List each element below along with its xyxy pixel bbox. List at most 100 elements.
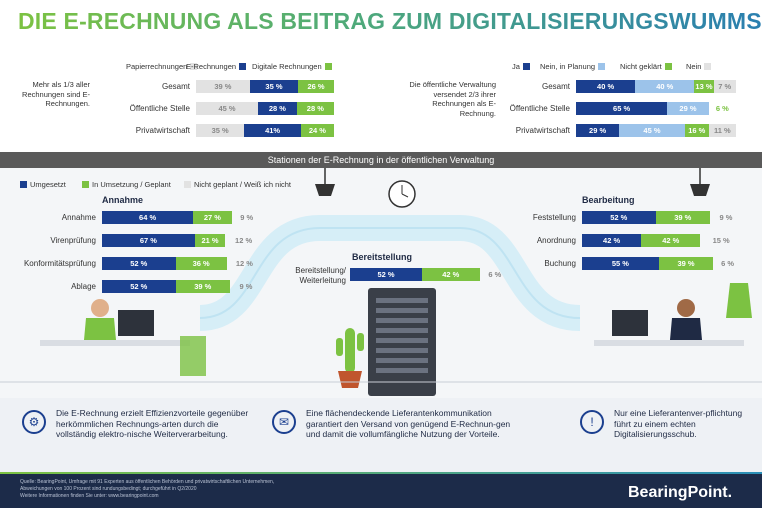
legend-erechnung: E-Rechnungen	[186, 62, 247, 71]
seg-digital: 24 %	[300, 124, 334, 137]
row-label: Gesamt	[161, 82, 190, 91]
seg-geplant: 39 %	[658, 257, 714, 270]
row-label: Annahme	[61, 213, 96, 222]
seg-planung: 40 %	[635, 80, 695, 93]
seg-geklaert: 13 %	[694, 80, 714, 93]
bar-oeffentlich: 45 % 28 % 28 %	[196, 102, 334, 115]
note-left: Mehr als 1/3 aller Rechnungen sind E-Rec…	[22, 80, 90, 108]
legend-nein: Nein	[686, 62, 712, 71]
seg-erechnung: 35 %	[249, 80, 299, 93]
bar-feststellung: 52 % 39 % 9 %	[582, 211, 742, 224]
seg-papier: 39 %	[196, 80, 250, 93]
takeaways-panel	[0, 398, 762, 472]
seg-papier: 35 %	[196, 124, 245, 137]
legend-digital: Digitale Rechnungen	[252, 62, 332, 71]
seg-umgesetzt: 52 %	[582, 211, 656, 224]
bar-gesamt-r: 40 % 40 % 13 % 7 %	[576, 80, 736, 93]
row-label: Buchung	[544, 259, 576, 268]
footer	[0, 474, 762, 508]
row-label: Virenprüfung	[50, 236, 96, 245]
seg-umgesetzt: 42 %	[582, 234, 642, 247]
bereitstellung-title: Bereitstellung	[352, 252, 413, 262]
footer-source-2: Abweichungen von 100 Prozent sind rundun…	[20, 486, 197, 492]
lightbulb-icon: !	[580, 410, 604, 434]
seg-nicht: 6 %	[488, 270, 502, 279]
seg-papier: 45 %	[196, 102, 259, 115]
bar-buchung: 55 % 39 % 6 %	[582, 257, 742, 270]
legend-geklaert: Nicht geklärt	[620, 62, 672, 71]
seg-umgesetzt: 55 %	[582, 257, 659, 270]
footer-accent	[0, 472, 762, 475]
seg-geplant: 36 %	[175, 257, 227, 270]
row-label: Bereitstellung/ Weiterleitung	[295, 266, 346, 285]
section-band: Stationen der E-Rechnung in der öffentli…	[0, 152, 762, 168]
handshake-icon: ✉	[272, 410, 296, 434]
row-label: Anordnung	[536, 236, 576, 245]
bar-ablage: 52 % 39 % 9 %	[102, 280, 262, 293]
seg-umgesetzt: 52 %	[102, 257, 176, 270]
row-label: Feststellung	[532, 213, 576, 222]
legend-papier: Papierrechnungen	[126, 62, 198, 71]
footer-source: Quelle: BearingPoint, Umfrage mit 91 Exp…	[20, 479, 275, 485]
bar-bereitstellung: 52 % 42 % 6 %	[350, 268, 510, 281]
bar-viren: 67 % 21 % 12 %	[102, 234, 262, 247]
seg-nicht: 6 %	[721, 259, 735, 268]
legend-umsetzung: In Umsetzung / Geplant	[82, 180, 171, 189]
legend-umgesetzt: Umgesetzt	[20, 180, 66, 189]
seg-nicht: 12 %	[235, 259, 253, 268]
footer-more: Weitere Informationen finden Sie unter: …	[20, 493, 159, 499]
seg-umgesetzt: 52 %	[102, 280, 176, 293]
bar-gesamt: 39 % 35 % 26 %	[196, 80, 334, 93]
row-label: Ablage	[71, 282, 96, 291]
seg-geplant: 21 %	[194, 234, 226, 247]
seg-digital: 26 %	[298, 80, 334, 93]
seg-ja: 40 %	[576, 80, 636, 93]
bar-anordnung: 42 % 42 % 15 %	[582, 234, 742, 247]
seg-nicht: 12 %	[235, 236, 253, 245]
row-label: Gesamt	[541, 82, 570, 91]
seg-nicht: 9 %	[719, 213, 733, 222]
bar-konformitaet: 52 % 36 % 12 %	[102, 257, 262, 270]
seg-geplant: 42 %	[641, 234, 701, 247]
seg-geplant: 39 %	[175, 280, 230, 293]
row-label: Privatwirtschaft	[135, 126, 190, 135]
seg-umgesetzt: 64 %	[102, 211, 194, 224]
row-label: Privatwirtschaft	[515, 126, 570, 135]
seg-digital: 28 %	[296, 102, 334, 115]
seg-nicht: 15 %	[712, 236, 730, 245]
row-label: Öffentliche Stelle	[509, 104, 570, 113]
row-label: Öffentliche Stelle	[129, 104, 190, 113]
bearbeitung-title: Bearbeitung	[582, 195, 635, 205]
bar-oeffentlich-r: 65 % 29 % 6 %	[576, 102, 736, 115]
legend-nicht-geplant: Nicht geplant / Weiß ich nicht	[184, 180, 291, 189]
takeaway-2: Eine flächendeckende Lieferantenkommunik…	[306, 408, 511, 439]
bar-annahme: 64 % 27 % 9 %	[102, 211, 262, 224]
seg-ja: 29 %	[576, 124, 620, 137]
seg-planung: 29 %	[667, 102, 709, 115]
seg-planung: 45 %	[619, 124, 685, 137]
annahme-title: Annahme	[102, 195, 144, 205]
takeaway-3: Nur eine Lieferantenver-pflichtung führt…	[614, 408, 743, 439]
takeaway-1: Die E-Rechnung erzielt Effizienzvorteile…	[56, 408, 249, 439]
seg-geklaert: 16 %	[684, 124, 709, 137]
legend-planung: Nein, in Planung	[540, 62, 606, 71]
logo: BearingPoint.	[628, 484, 733, 501]
seg-nicht: 9 %	[239, 282, 253, 291]
seg-geplant: 42 %	[422, 268, 480, 281]
seg-ja: 65 %	[576, 102, 668, 115]
seg-geklaert: 6 %	[708, 102, 736, 115]
page-title: DIE E-RECHNUNG ALS BEITRAG ZUM DIGITALIS…	[18, 8, 762, 34]
gear-icon: ⚙	[22, 410, 46, 434]
bar-privat-r: 29 % 45 % 16 % 11 %	[576, 124, 736, 137]
bar-privat: 35 % 41% 24 %	[196, 124, 334, 137]
seg-geplant: 27 %	[193, 211, 232, 224]
seg-geplant: 39 %	[655, 211, 710, 224]
note-right: Die öffentliche Verwaltung versendet 2/3…	[409, 80, 496, 118]
seg-nein: 11 %	[708, 124, 736, 137]
seg-nicht: 9 %	[240, 213, 254, 222]
seg-erechnung: 28 %	[258, 102, 297, 115]
seg-umgesetzt: 52 %	[350, 268, 422, 281]
seg-umgesetzt: 67 %	[102, 234, 195, 247]
row-label: Konformitätsprüfung	[23, 259, 96, 268]
legend-ja: Ja	[512, 62, 530, 71]
